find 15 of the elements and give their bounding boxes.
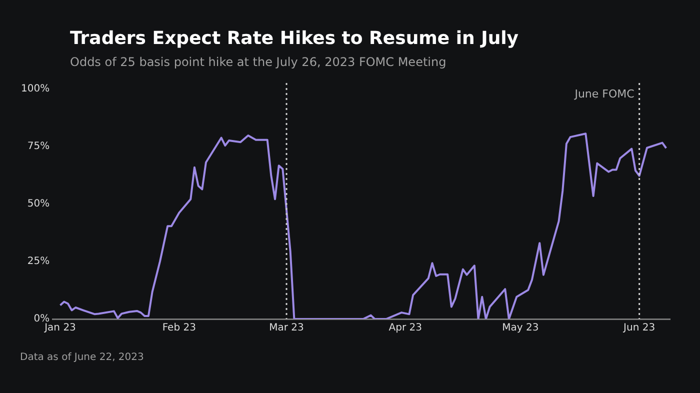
text: Data as of June 22, 2023 — [20, 351, 144, 365]
x-tick-label: Jan 23 — [44, 322, 76, 334]
y-tick-label: 50% — [27, 198, 50, 210]
x-tick-label: Feb 23 — [162, 322, 196, 334]
y-tick-label: 25% — [27, 256, 50, 268]
y-tick-label: 75% — [27, 141, 50, 152]
x-tick-label: Apr 23 — [388, 322, 422, 334]
x-tick-label: May 23 — [502, 322, 539, 334]
y-tick-label: 0% — [34, 314, 50, 325]
ref-line-label: June FOMC — [574, 87, 635, 100]
x-tick-label: Jun 23 — [622, 322, 656, 334]
y-tick-label: 100% — [20, 84, 50, 95]
chart-subtitle: Odds of 25 basis point hike at the July 26, 2023 FOMC Meeting — [70, 55, 446, 69]
x-tick-label: Mar 23 — [269, 322, 304, 334]
chart-title: Traders Expect Rate Hikes to Resume in July — [70, 28, 519, 49]
